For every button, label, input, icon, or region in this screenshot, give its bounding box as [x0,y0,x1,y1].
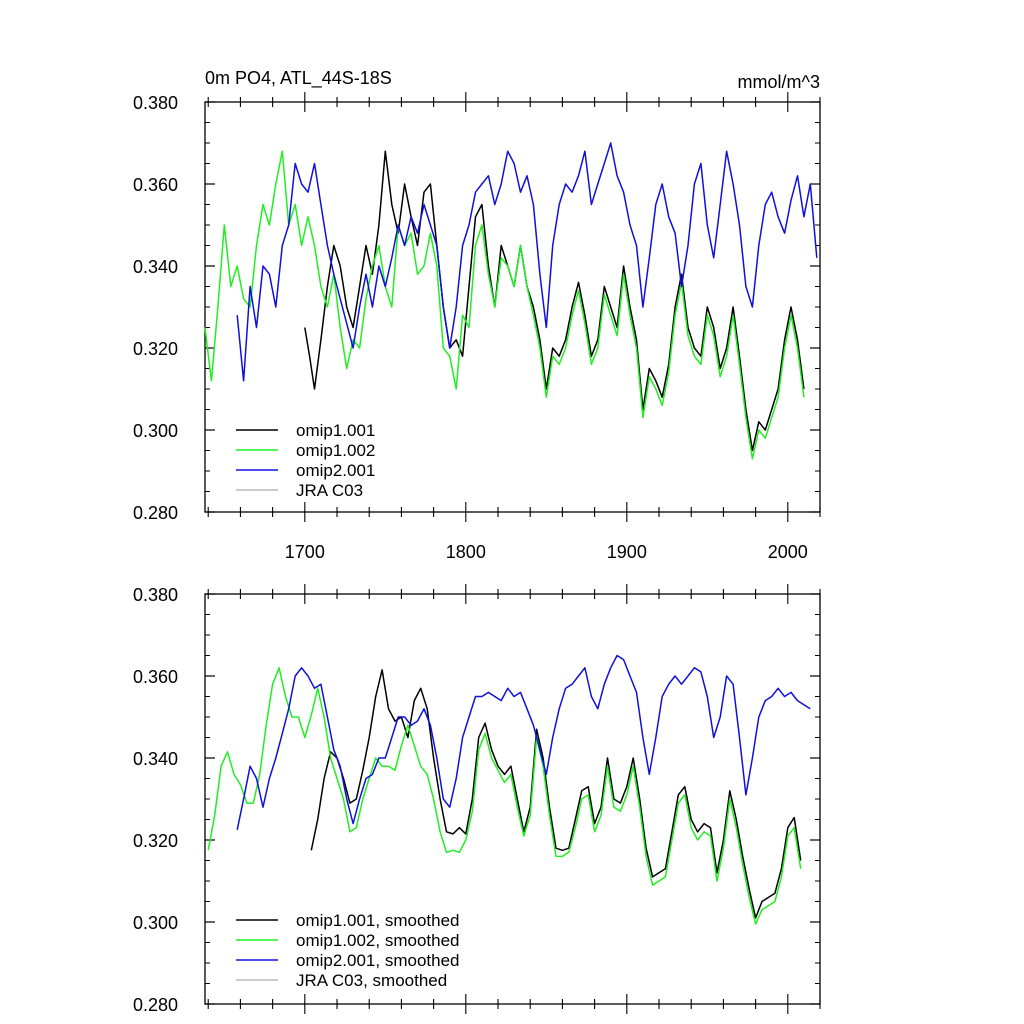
top-panel-ytick-label: 0.380 [133,93,178,113]
top-panel-series-omip1-001 [304,150,805,452]
top-panel-title: 0m PO4, ATL_44S-18S [205,68,392,89]
top-panel-ytick-label: 0.280 [133,503,178,523]
top-panel-xtick-label: 1700 [285,542,325,562]
top-panel-ytick-label: 0.340 [133,257,178,277]
top-panel-legend-label: omip1.001 [296,421,375,440]
top-panel-ytick-label: 0.360 [133,175,178,195]
top-panel-series-omip1-002 [204,150,805,460]
top-panel-xtick-label: 1900 [607,542,647,562]
bottom-panel-series [207,654,811,925]
bottom-panel-legend-label: omip1.001, smoothed [296,911,460,930]
top-panel-legend-label: omip2.001 [296,461,375,480]
top-panel-units: mmol/m^3 [738,72,820,92]
top-panel: 0m PO4, ATL_44S-18S mmol/m^3 0.2800.3000… [133,68,821,562]
bottom-panel-legend-label: JRA C03, smoothed [296,971,447,990]
top-panel-ytick-label: 0.320 [133,339,178,359]
top-panel-xtick-label: 2000 [768,542,808,562]
bottom-panel-ytick-label: 0.380 [133,585,178,605]
bottom-panel-series-omip1-001-smoothed [310,669,802,919]
bottom-panel-series-omip2-001-smoothed [236,654,811,830]
bottom-panel-ytick-label: 0.300 [133,913,178,933]
bottom-panel-series-omip1-002-smoothed [207,667,802,925]
bottom-panel-legend-label: omip1.002, smoothed [296,931,460,950]
bottom-panel: 0.280 0.300 0.320 0.340 0.360 0.380 omip1.001… [133,584,821,1015]
bottom-panel-ytick-label: 0.360 [133,667,178,687]
top-panel-series-omip2-001 [236,142,818,382]
top-panel-legend-label: omip1.002 [296,441,375,460]
bottom-panel-ticks: 0.280 0.300 0.320 0.340 0.360 0.380 [133,584,821,1015]
top-panel-ytick-label: 0.300 [133,421,178,441]
top-panel-legend-label: JRA C03 [296,481,363,500]
top-panel-xtick-label: 1800 [446,542,486,562]
bottom-panel-ytick-label: 0.280 [133,995,178,1015]
bottom-panel-ytick-label: 0.320 [133,831,178,851]
top-panel-series [204,142,818,460]
bottom-panel-legend-label: omip2.001, smoothed [296,951,460,970]
bottom-panel-ytick-label: 0.340 [133,749,178,769]
top-panel-ticks: 0.280 0.300 0.320 0.340 0.360 0.380 1700 1800 19… [133,92,821,562]
